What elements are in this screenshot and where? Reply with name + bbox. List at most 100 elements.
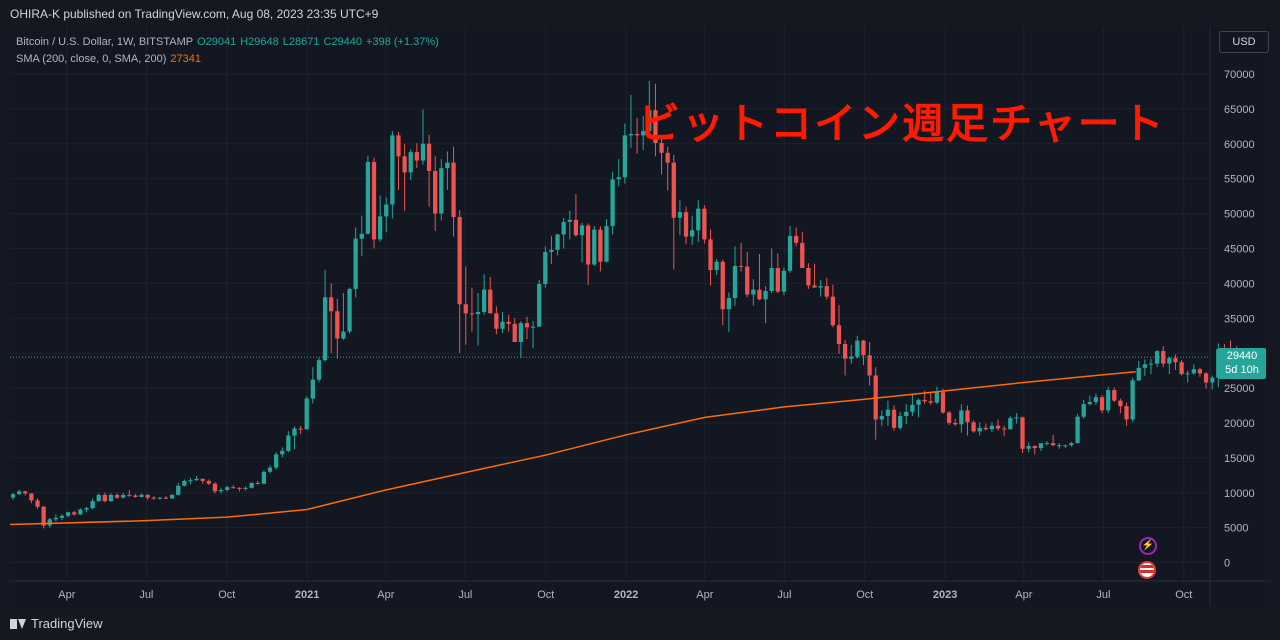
candle-body (530, 326, 536, 328)
y-tick-label: 5000 (1224, 523, 1248, 535)
chart-pane[interactable] (10, 27, 1270, 607)
candle-body (194, 478, 199, 481)
us-flag-icon[interactable] (1138, 561, 1156, 579)
candle-body (200, 478, 205, 481)
candle-body (800, 242, 805, 268)
candle-body (836, 325, 842, 345)
candle-body (1044, 443, 1050, 445)
candle-body (983, 427, 988, 430)
candle-body (702, 208, 707, 240)
candle-body (1106, 390, 1111, 411)
candle-body (745, 266, 750, 295)
candle-body (292, 428, 297, 436)
candle-body (586, 225, 591, 265)
candle-body (1026, 445, 1031, 449)
x-tick-label: 2023 (933, 589, 957, 601)
candle-body (182, 480, 187, 486)
candle-body (1063, 445, 1068, 447)
candle-body (255, 482, 260, 484)
candle-body (1203, 373, 1209, 383)
lightning-icon[interactable]: ⚡ (1139, 537, 1157, 555)
candle-body (273, 454, 279, 468)
candle-body (1081, 404, 1086, 417)
candle-body (1020, 417, 1025, 449)
candle-body (408, 152, 413, 173)
candle-body (1008, 418, 1013, 430)
candle-body (420, 143, 426, 161)
candle-body (108, 494, 114, 502)
x-tick-label: Jul (1096, 589, 1110, 601)
candle-body (304, 398, 309, 430)
candle-body (751, 289, 756, 295)
candle-body (537, 284, 542, 327)
candle-body (1002, 428, 1007, 430)
candle-body (35, 500, 40, 507)
candle-body (781, 270, 787, 292)
candle-body (671, 162, 676, 218)
candle-body (1118, 400, 1123, 407)
candle-body (916, 399, 921, 405)
candle-body (488, 289, 493, 314)
candle-body (59, 515, 65, 518)
candle-body (139, 494, 144, 497)
y-tick-label: 40000 (1224, 278, 1255, 290)
y-tick-label: 60000 (1224, 139, 1255, 151)
publisher-line: OHIRA-K published on TradingView.com, Au… (10, 7, 379, 21)
candle-body (726, 298, 732, 310)
candle-body (102, 494, 107, 502)
candle-body (506, 321, 511, 324)
candle-body (1197, 369, 1203, 374)
low-value: L28671 (282, 36, 320, 48)
candle-body (359, 233, 364, 239)
candle-body (524, 323, 530, 328)
candle-body (1210, 377, 1215, 383)
tradingview-logo[interactable]: TradingView (10, 616, 103, 631)
candle-body (225, 487, 230, 490)
candle-body (1014, 417, 1019, 419)
candle-body (732, 265, 738, 299)
candle-body (818, 286, 823, 288)
candle-body (579, 225, 585, 236)
candle-body (812, 285, 817, 288)
candle-body (714, 261, 719, 271)
y-tick-label: 20000 (1224, 418, 1255, 430)
y-tick-label: 0 (1224, 558, 1230, 570)
candle-body (1099, 397, 1105, 411)
candle-body (928, 401, 933, 403)
candle-body (763, 291, 768, 300)
candle-body (114, 494, 120, 498)
x-tick-label: Jul (139, 589, 153, 601)
candle-body (830, 296, 836, 326)
candle-body (133, 495, 138, 497)
sma-line (9, 370, 1136, 526)
open-value: O29041 (197, 36, 237, 48)
candle-body (469, 313, 475, 315)
candle-body (414, 152, 419, 161)
candle-body (261, 471, 267, 484)
candle-body (1154, 351, 1160, 364)
candle-body (163, 497, 169, 499)
currency-button[interactable]: USD (1219, 31, 1269, 53)
candle-body (806, 268, 811, 286)
time-axis: Apr Jul Oct 2021 Apr Jul Oct 2022 Apr Jul Oct 2023 A… (10, 580, 1270, 601)
candle-body (90, 501, 95, 509)
candle-body (1179, 362, 1184, 375)
candle-body (898, 415, 903, 428)
candle-body (121, 494, 126, 498)
candle-body (267, 467, 273, 472)
candle-body (1161, 351, 1166, 364)
candle-body (604, 226, 609, 262)
candle-body (610, 179, 615, 227)
candle-body (573, 219, 579, 236)
candle-body (1148, 363, 1154, 365)
candle-body (377, 216, 383, 240)
candle-body (965, 410, 970, 423)
grid-lines (10, 27, 1210, 580)
candle-body (335, 311, 340, 339)
candle-body (482, 289, 487, 312)
candle-body (512, 323, 517, 342)
y-tick-label: 10000 (1224, 488, 1255, 500)
candle-body (641, 131, 646, 136)
candle-body (1167, 358, 1172, 364)
